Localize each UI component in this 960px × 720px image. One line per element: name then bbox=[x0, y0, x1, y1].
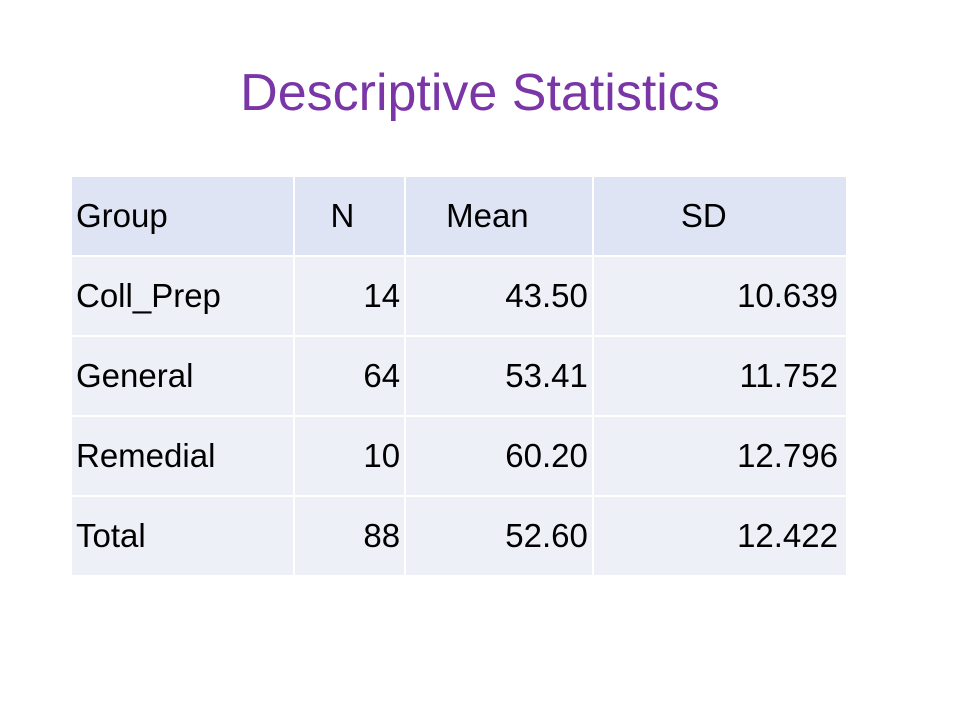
table-row: Total 88 52.60 12.422 bbox=[70, 495, 849, 577]
cell-sd: 12.422 bbox=[591, 495, 849, 577]
cell-sd: 11.752 bbox=[591, 335, 849, 417]
descriptive-statistics-table: Group N Mean SD Coll_Prep 14 43.50 10.63… bbox=[70, 175, 849, 577]
cell-group: Total bbox=[70, 495, 295, 577]
cell-mean: 43.50 bbox=[404, 255, 594, 337]
cell-mean: 53.41 bbox=[404, 335, 594, 417]
header-group: Group bbox=[70, 175, 295, 257]
header-n: N bbox=[292, 175, 407, 257]
header-sd: SD bbox=[591, 175, 849, 257]
cell-n: 64 bbox=[292, 335, 407, 417]
cell-n: 10 bbox=[292, 415, 407, 497]
table-row: Coll_Prep 14 43.50 10.639 bbox=[70, 255, 849, 337]
cell-n: 14 bbox=[292, 255, 407, 337]
header-mean: Mean bbox=[404, 175, 594, 257]
cell-mean: 52.60 bbox=[404, 495, 594, 577]
cell-sd: 12.796 bbox=[591, 415, 849, 497]
table-row: Remedial 10 60.20 12.796 bbox=[70, 415, 849, 497]
cell-n: 88 bbox=[292, 495, 407, 577]
cell-group: General bbox=[70, 335, 295, 417]
cell-group: Remedial bbox=[70, 415, 295, 497]
cell-sd: 10.639 bbox=[591, 255, 849, 337]
slide-title: Descriptive Statistics bbox=[240, 64, 720, 122]
cell-group: Coll_Prep bbox=[70, 255, 295, 337]
table-header-row: Group N Mean SD bbox=[70, 175, 849, 257]
table-row: General 64 53.41 11.752 bbox=[70, 335, 849, 417]
cell-mean: 60.20 bbox=[404, 415, 594, 497]
